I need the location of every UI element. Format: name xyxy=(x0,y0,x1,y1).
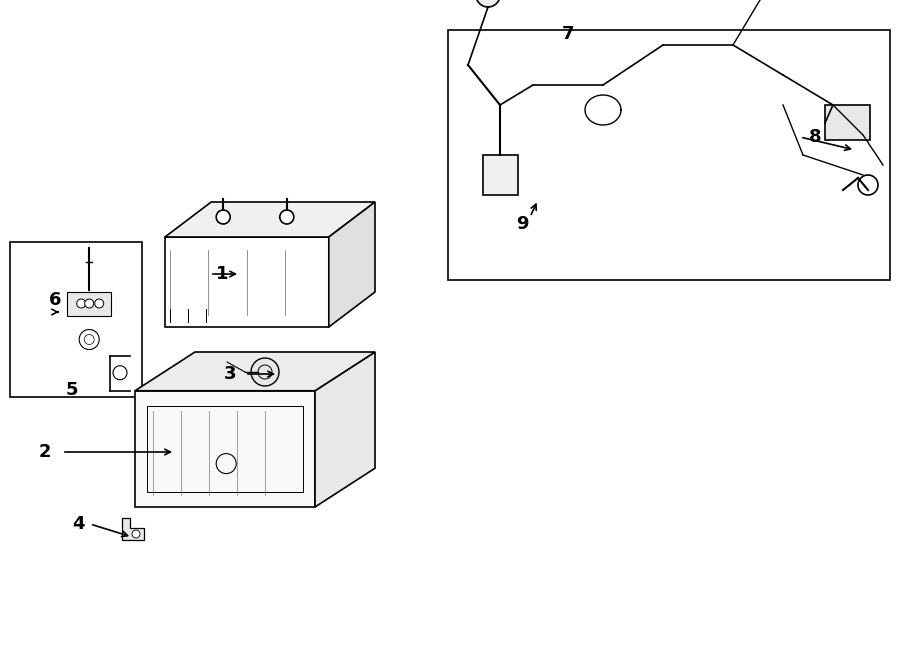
Circle shape xyxy=(132,530,140,538)
Text: 5: 5 xyxy=(66,381,78,399)
Text: 7: 7 xyxy=(562,25,574,43)
Bar xyxy=(448,30,890,280)
Circle shape xyxy=(76,299,86,308)
Polygon shape xyxy=(135,352,375,391)
Circle shape xyxy=(280,210,293,224)
Text: 8: 8 xyxy=(809,128,822,146)
Polygon shape xyxy=(315,352,375,507)
Text: 9: 9 xyxy=(516,215,528,233)
Polygon shape xyxy=(68,291,112,316)
Bar xyxy=(10,242,142,397)
Circle shape xyxy=(94,299,104,308)
Text: 2: 2 xyxy=(39,443,51,461)
Circle shape xyxy=(216,210,230,224)
Polygon shape xyxy=(165,202,375,237)
Text: 4: 4 xyxy=(72,515,85,533)
Polygon shape xyxy=(483,155,518,195)
Text: 6: 6 xyxy=(49,291,61,309)
Polygon shape xyxy=(122,518,144,540)
Polygon shape xyxy=(135,391,315,507)
Circle shape xyxy=(476,0,500,7)
Circle shape xyxy=(251,358,279,386)
Polygon shape xyxy=(328,202,375,327)
Text: 3: 3 xyxy=(224,365,236,383)
Circle shape xyxy=(85,299,94,308)
Polygon shape xyxy=(165,237,328,327)
Polygon shape xyxy=(825,105,870,140)
Text: 1: 1 xyxy=(216,265,229,283)
